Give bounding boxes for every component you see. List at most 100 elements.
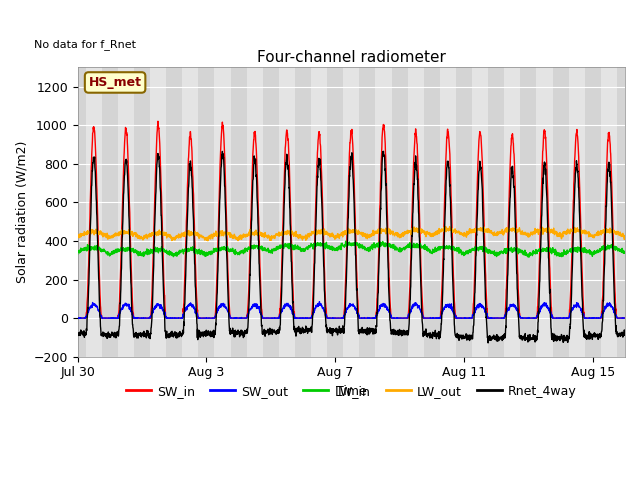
Bar [408, 67, 424, 357]
Bar [360, 67, 367, 357]
SW_in [621, 315, 629, 321]
LW_out [375, 229, 383, 235]
Bar [536, 67, 552, 357]
Bar [424, 67, 432, 357]
Bar [77, 67, 86, 357]
Rnet_4way [380, 148, 387, 154]
Bar [552, 67, 561, 357]
Bar [625, 67, 633, 357]
Bar [214, 67, 230, 357]
Bar [102, 67, 110, 357]
Bar [166, 67, 174, 357]
LW_in [621, 250, 629, 256]
LW_out [116, 231, 124, 237]
Bar [263, 67, 271, 357]
Bar [110, 67, 118, 357]
X-axis label: Time: Time [336, 385, 367, 398]
LW_in [192, 247, 200, 252]
Rnet_4way [192, 294, 200, 300]
SW_in [74, 315, 81, 321]
Line: SW_in: SW_in [77, 121, 625, 318]
Bar [134, 67, 142, 357]
Bar [617, 67, 625, 357]
SW_in [506, 193, 513, 199]
Bar [311, 67, 327, 357]
Bar [392, 67, 399, 357]
Bar [335, 67, 343, 357]
Bar [561, 67, 569, 357]
Bar [142, 67, 150, 357]
Bar [593, 67, 601, 357]
Text: HS_met: HS_met [88, 76, 141, 89]
SW_in [239, 315, 246, 321]
SW_in [192, 278, 200, 284]
Bar [86, 67, 102, 357]
Bar [239, 67, 246, 357]
Rnet_4way [74, 332, 81, 337]
LW_out [74, 234, 81, 240]
Line: LW_out: LW_out [77, 227, 625, 241]
Line: LW_in: LW_in [77, 241, 625, 257]
Rnet_4way [238, 332, 246, 338]
LW_out [185, 229, 193, 235]
Bar [182, 67, 198, 357]
Bar [198, 67, 207, 357]
LW_in [375, 242, 383, 248]
Rnet_4way [116, 291, 124, 297]
Bar [367, 67, 376, 357]
Bar [529, 67, 536, 357]
Bar [633, 67, 640, 357]
Rnet_4way [621, 332, 629, 337]
Bar [279, 67, 295, 357]
Bar [399, 67, 408, 357]
LW_in [74, 251, 81, 257]
SW_out [185, 302, 193, 308]
LW_out [446, 224, 454, 229]
LW_out [506, 228, 513, 234]
Rnet_4way [374, 274, 382, 279]
Line: Rnet_4way: Rnet_4way [77, 151, 625, 343]
SW_in [116, 269, 124, 275]
Bar [174, 67, 182, 357]
Text: No data for f_Rnet: No data for f_Rnet [34, 39, 136, 50]
SW_out [74, 315, 81, 321]
Line: SW_out: SW_out [77, 301, 625, 318]
LW_in [238, 249, 246, 255]
LW_in [342, 238, 349, 244]
Bar [432, 67, 440, 357]
Bar [118, 67, 134, 357]
SW_in [185, 148, 193, 154]
SW_in [154, 119, 162, 124]
Y-axis label: Solar radiation (W/m2): Solar radiation (W/m2) [15, 141, 28, 283]
SW_out [375, 307, 383, 313]
Bar [601, 67, 617, 357]
Bar [303, 67, 311, 357]
LW_out [192, 230, 200, 236]
Bar [569, 67, 585, 357]
Bar [295, 67, 303, 357]
Bar [271, 67, 279, 357]
Bar [464, 67, 472, 357]
SW_out [116, 309, 124, 314]
Rnet_4way [506, 215, 513, 220]
Title: Four-channel radiometer: Four-channel radiometer [257, 50, 446, 65]
Legend: SW_in, SW_out, LW_in, LW_out, Rnet_4way: SW_in, SW_out, LW_in, LW_out, Rnet_4way [121, 380, 582, 403]
Bar [456, 67, 464, 357]
Bar [207, 67, 214, 357]
LW_out [621, 234, 629, 240]
LW_out [204, 238, 212, 244]
LW_in [525, 254, 533, 260]
Bar [496, 67, 504, 357]
Bar [343, 67, 360, 357]
SW_out [316, 299, 323, 304]
SW_in [375, 247, 383, 253]
SW_out [506, 305, 513, 311]
Bar [488, 67, 496, 357]
SW_out [238, 315, 246, 321]
Bar [440, 67, 456, 357]
LW_in [185, 246, 193, 252]
Bar [376, 67, 392, 357]
LW_in [506, 247, 513, 252]
Bar [585, 67, 593, 357]
Rnet_4way [185, 184, 193, 190]
